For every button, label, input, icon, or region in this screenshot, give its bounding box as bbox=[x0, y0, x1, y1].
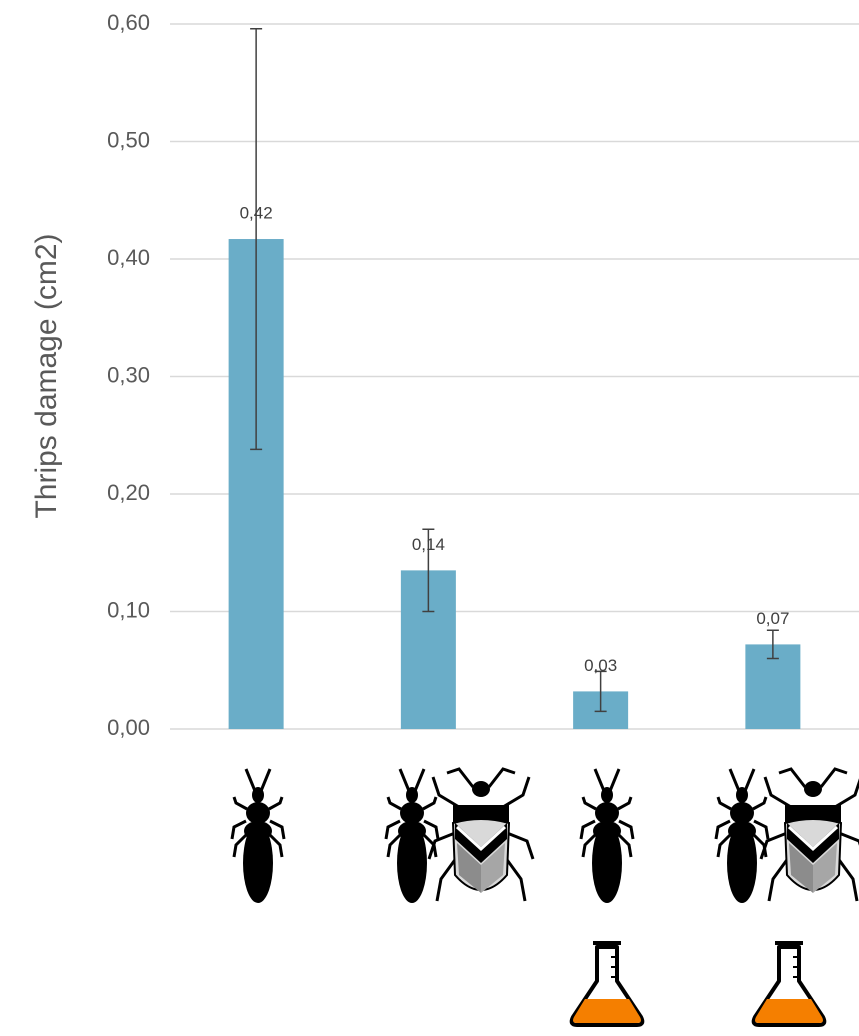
y-tick-label: 0,60 bbox=[107, 10, 150, 35]
data-label: 0,42 bbox=[240, 204, 273, 223]
error-bar bbox=[250, 27, 263, 451]
error-bar bbox=[766, 629, 779, 660]
y-tick-label: 0,20 bbox=[107, 480, 150, 505]
data-label: 0,07 bbox=[756, 609, 789, 628]
y-tick-label: 0,10 bbox=[107, 597, 150, 622]
error-bar bbox=[422, 528, 435, 613]
y-tick-label: 0,40 bbox=[107, 245, 150, 270]
y-tick-label: 0,50 bbox=[107, 127, 150, 152]
data-label: 0,03 bbox=[584, 656, 617, 675]
data-label: 0,14 bbox=[412, 535, 445, 554]
y-axis-title: Thrips damage (cm2) bbox=[30, 233, 63, 518]
y-tick-label: 0,00 bbox=[107, 715, 150, 740]
category-icons bbox=[230, 767, 859, 1027]
y-tick-label: 0,30 bbox=[107, 362, 150, 387]
error-bar bbox=[594, 670, 607, 713]
